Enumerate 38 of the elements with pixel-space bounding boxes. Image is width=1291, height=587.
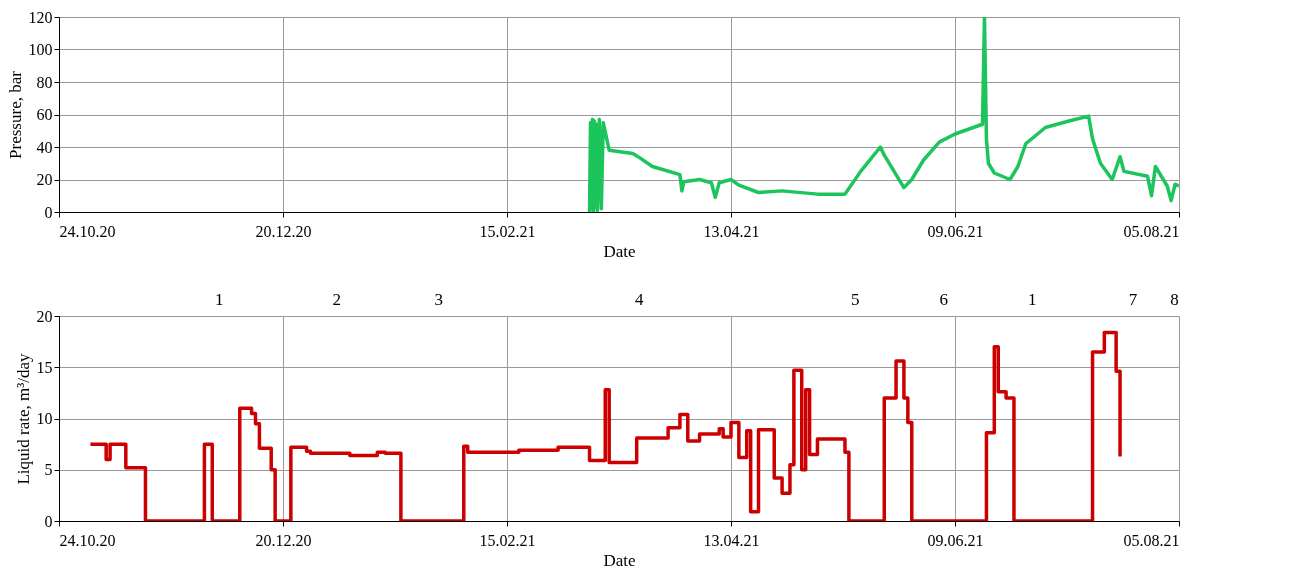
y-tick-label: 10 <box>36 410 53 427</box>
y-tick-label: 100 <box>28 41 53 58</box>
x-tick-label: 15.02.21 <box>479 531 536 549</box>
y-axis-title: Liquid rate, m³/day <box>13 352 33 485</box>
x-axis-title: Date <box>603 241 636 261</box>
x-tick-label: 24.10.20 <box>59 531 116 549</box>
y-tick-label: 120 <box>28 8 53 26</box>
text: 4 <box>634 290 644 309</box>
y-axis-title: Pressure, bar <box>5 70 25 159</box>
text: 2 <box>332 290 342 309</box>
y-tick-label: 0 <box>44 203 53 221</box>
y-tick-label: 0 <box>44 512 53 530</box>
y-tick-label: 15 <box>36 358 53 376</box>
y-tick-label: 20 <box>36 171 53 188</box>
x-tick-label: 05.08.21 <box>1123 222 1180 240</box>
x-tick-label: 20.12.20 <box>255 222 312 240</box>
x-tick-label: 20.12.20 <box>255 531 312 549</box>
text: 6 <box>939 290 949 309</box>
y-tick-label: 60 <box>36 106 53 123</box>
x-tick-label: 05.08.21 <box>1123 531 1180 549</box>
text: 1 <box>214 290 224 309</box>
y-tick-label: 20 <box>36 307 53 325</box>
y-tick-label: 40 <box>36 138 53 156</box>
line-series <box>587 17 1179 212</box>
text: 1 <box>1028 290 1037 309</box>
x-tick-label: 24.10.20 <box>59 222 116 240</box>
text: 3 <box>434 290 443 309</box>
x-tick-label: 09.06.21 <box>927 531 984 549</box>
x-axis-title: Date <box>603 550 636 570</box>
text: 5 <box>851 290 860 309</box>
y-tick-label: 5 <box>44 461 53 479</box>
x-tick-label: 15.02.21 <box>479 222 536 240</box>
text: 7 <box>1128 290 1138 309</box>
text: 8 <box>1170 290 1179 309</box>
x-tick-label: 13.04.21 <box>703 531 760 549</box>
y-tick-label: 80 <box>36 73 53 91</box>
x-tick-label: 13.04.21 <box>703 222 760 240</box>
x-tick-label: 09.06.21 <box>927 222 984 240</box>
